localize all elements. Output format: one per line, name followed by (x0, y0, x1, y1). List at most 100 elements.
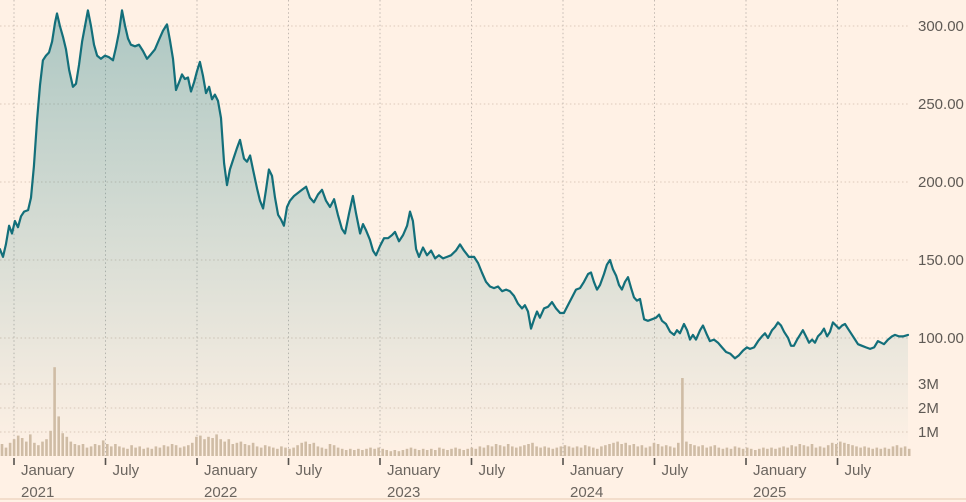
volume-bar (65, 436, 69, 456)
volume-bar (381, 448, 384, 456)
volume-bar (863, 446, 866, 456)
volume-bar (57, 416, 60, 456)
volume-bar (810, 444, 814, 456)
volume-bar (53, 367, 56, 456)
volume-bar (434, 450, 437, 456)
volume-bar (377, 447, 380, 456)
volume-bar (490, 446, 494, 456)
volume-bar (519, 446, 522, 456)
volume-bar (37, 445, 40, 456)
volume-bar (397, 451, 401, 456)
volume-bar (656, 444, 660, 456)
volume-bar (624, 442, 627, 456)
volume-bar (284, 447, 287, 456)
volume-bar (259, 447, 263, 456)
volume-bar (741, 448, 745, 456)
volume-bar (709, 446, 712, 456)
volume-bar (822, 447, 826, 456)
volume-bar (0, 444, 4, 456)
volume-bar (543, 446, 546, 456)
volume-bar (280, 446, 283, 456)
volume-bar (61, 433, 64, 456)
volume-bar (871, 448, 874, 456)
volume-bar (425, 450, 429, 456)
volume-bar (272, 447, 275, 456)
volume-bar (648, 446, 652, 456)
volume-bar (600, 446, 603, 456)
volume-bar (29, 434, 32, 456)
volume-bar (725, 447, 729, 456)
volume-bar (421, 448, 425, 456)
volume-bar (304, 441, 307, 456)
volume-bar (49, 430, 52, 456)
volume-bar (263, 445, 267, 456)
volume-bar (494, 444, 498, 456)
volume-bar (843, 442, 846, 456)
volume-bar (632, 444, 636, 456)
volume-bar (25, 441, 28, 456)
volume-bar (357, 448, 360, 456)
volume-bar (199, 435, 202, 456)
volume-bar (320, 447, 324, 456)
volume-bar (191, 442, 194, 456)
volume-bar (332, 445, 336, 456)
volume-bar (158, 447, 162, 456)
volume-bar (802, 445, 806, 456)
volume-bar (336, 447, 340, 456)
volume-bar (20, 438, 24, 456)
volume-bar (146, 447, 150, 456)
volume-bar (729, 448, 733, 456)
volume-bar (644, 447, 648, 456)
volume-bar (393, 450, 397, 456)
volume-bar (292, 447, 295, 456)
volume-bar (879, 448, 883, 456)
volume-bar (486, 445, 490, 456)
volume-bar (458, 448, 461, 456)
volume-bar (389, 451, 393, 456)
volume-bar (596, 448, 599, 456)
volume-bar (211, 438, 214, 456)
volume-bar (689, 444, 692, 456)
price-line (0, 9, 910, 360)
volume-bar (93, 444, 97, 456)
volume-bar (308, 444, 312, 456)
volume-bar (110, 446, 113, 456)
volume-bar (247, 445, 251, 456)
volume-bar (745, 447, 749, 456)
volume-bar (713, 445, 717, 456)
volume-bar (749, 448, 753, 456)
volume-bar (859, 447, 862, 456)
volume-bar (575, 446, 579, 456)
volume-bar (701, 445, 704, 456)
volume-bar (235, 442, 239, 456)
volume-bar (608, 444, 611, 456)
volume-bar (300, 442, 303, 456)
volume-bar (579, 447, 583, 456)
volume-bar (312, 442, 316, 456)
volume-bar (547, 447, 550, 456)
volume-bar (907, 448, 911, 456)
volume-bar (551, 448, 555, 456)
volume-bar (717, 447, 721, 456)
volume-bar (511, 446, 514, 456)
volume-bar (628, 445, 631, 456)
volume-bar (883, 447, 887, 456)
volume-bar (899, 447, 903, 456)
volume-bar (41, 441, 44, 456)
volume-bar (409, 447, 413, 456)
volume-bar (835, 444, 838, 456)
volume-bar (790, 445, 793, 456)
volume-bar (826, 445, 830, 456)
volume-bar (887, 448, 891, 456)
volume-bar (174, 445, 178, 456)
volume-bar (660, 446, 664, 456)
volume-bar (276, 448, 279, 456)
volume-bar (867, 447, 870, 456)
volume-bar (4, 447, 8, 456)
volume-bar (227, 439, 231, 456)
volume-bar (142, 448, 145, 456)
volume-bar (89, 446, 93, 456)
volume-bar (478, 446, 482, 456)
volume-bar (450, 448, 453, 456)
